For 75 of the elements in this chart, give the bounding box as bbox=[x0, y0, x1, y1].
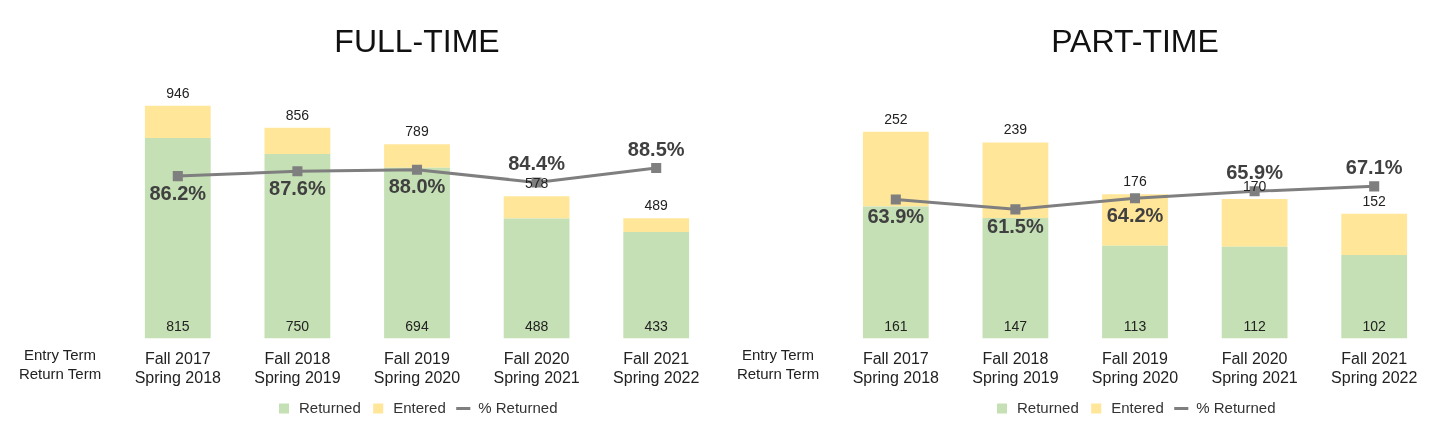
x-tick-label: Fall 2020 Spring 2021 bbox=[493, 349, 580, 386]
data-label: 88.0% bbox=[388, 175, 446, 198]
x-tick-label: Fall 2018 Spring 2019 bbox=[254, 349, 341, 386]
legend-label: Entered bbox=[1111, 398, 1164, 416]
data-label: 102 bbox=[1362, 318, 1387, 335]
bar bbox=[982, 142, 1049, 218]
data-label: 750 bbox=[285, 318, 310, 335]
legend-label: Returned bbox=[1017, 398, 1079, 416]
point bbox=[1369, 181, 1380, 192]
point bbox=[1010, 204, 1021, 215]
legend-label: % Returned bbox=[1196, 398, 1276, 416]
data-label: 694 bbox=[405, 318, 429, 335]
data-label: 88.5% bbox=[627, 137, 685, 160]
bar bbox=[1102, 245, 1168, 339]
total-label: 946 bbox=[166, 84, 190, 101]
data-label: 113 bbox=[1123, 318, 1147, 335]
data-label: 67.1% bbox=[1345, 155, 1403, 178]
bar bbox=[1341, 213, 1408, 255]
legend-label: Returned bbox=[299, 398, 361, 416]
bar bbox=[384, 167, 450, 339]
bar bbox=[264, 127, 331, 154]
data-label: 61.5% bbox=[987, 214, 1044, 237]
bar bbox=[144, 105, 211, 138]
total-label: 789 bbox=[405, 123, 429, 140]
point bbox=[1129, 193, 1141, 204]
bar bbox=[384, 144, 450, 168]
data-label: 112 bbox=[1243, 318, 1266, 335]
point bbox=[651, 162, 662, 174]
bar bbox=[1341, 254, 1408, 339]
bar bbox=[503, 196, 570, 219]
data-label: 488 bbox=[524, 318, 549, 335]
data-label: 86.2% bbox=[149, 181, 207, 204]
data-label: 64.2% bbox=[1106, 203, 1164, 226]
bar bbox=[623, 218, 690, 232]
point bbox=[890, 194, 901, 205]
data-label: 87.6% bbox=[269, 176, 326, 199]
bar bbox=[264, 153, 331, 339]
point bbox=[292, 166, 303, 177]
bar bbox=[144, 137, 211, 339]
legend-label: Entered bbox=[393, 398, 446, 416]
data-label: 161 bbox=[884, 318, 908, 335]
x-tick-label: Fall 2019 Spring 2020 bbox=[1091, 349, 1179, 386]
x-axis-title: Entry Term Return Term bbox=[18, 346, 102, 383]
total-label: 252 bbox=[884, 110, 908, 127]
total-label: 176 bbox=[1123, 173, 1147, 190]
total-label: 239 bbox=[1003, 121, 1028, 138]
chart-title: PART-TIME bbox=[1051, 23, 1219, 60]
x-axis-title: Entry Term Return Term bbox=[736, 346, 820, 383]
data-label: 433 bbox=[644, 318, 669, 335]
total-label: 489 bbox=[644, 197, 669, 214]
x-tick-label: Fall 2017 Spring 2018 bbox=[852, 349, 940, 386]
total-label: 152 bbox=[1362, 192, 1387, 209]
x-tick-label: Fall 2017 Spring 2018 bbox=[134, 349, 222, 386]
data-label: 84.4% bbox=[508, 151, 566, 174]
point bbox=[172, 171, 183, 182]
bar bbox=[1221, 199, 1288, 247]
bar bbox=[982, 217, 1049, 339]
chart-title: FULL-TIME bbox=[334, 23, 500, 60]
bar bbox=[623, 232, 690, 339]
x-tick-label: Fall 2021 Spring 2022 bbox=[613, 349, 700, 386]
x-tick-label: Fall 2021 Spring 2022 bbox=[1331, 349, 1418, 386]
bar bbox=[503, 218, 570, 339]
data-label: 147 bbox=[1003, 318, 1028, 335]
x-tick-label: Fall 2019 Spring 2020 bbox=[373, 349, 461, 386]
legend-label: % Returned bbox=[478, 398, 558, 416]
data-label: 815 bbox=[166, 318, 190, 335]
x-tick-label: Fall 2018 Spring 2019 bbox=[972, 349, 1059, 386]
bar bbox=[862, 131, 929, 207]
bar bbox=[1221, 246, 1288, 339]
data-label: 63.9% bbox=[867, 205, 925, 228]
point bbox=[411, 164, 423, 175]
bar bbox=[862, 206, 929, 339]
total-label: 856 bbox=[285, 106, 310, 123]
x-tick-label: Fall 2020 Spring 2021 bbox=[1211, 349, 1298, 386]
total-label: 578 bbox=[524, 175, 549, 192]
